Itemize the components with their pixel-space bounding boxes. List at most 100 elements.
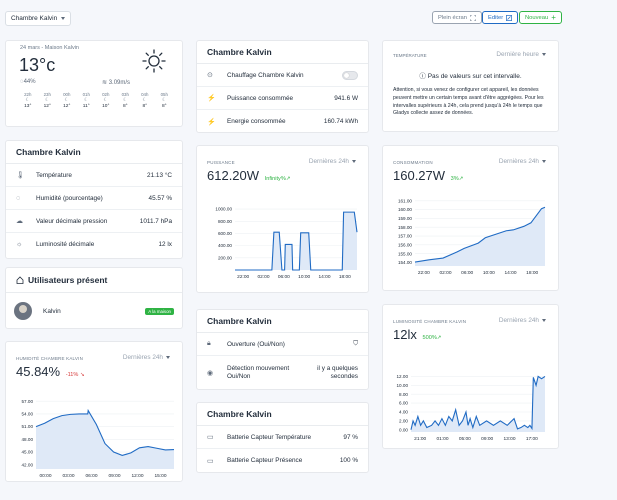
forecast-row: 22h ☾ 13° 23h ☾ 12° 00h ☾ 12° 01h ☾ 11° 02h ☾ 10° 03h ☾ 8… [18,92,174,109]
moon-icon: ☾ [45,97,50,103]
x-tick-label: 09:00 [108,473,120,479]
luminosity-period-select[interactable]: Dernières 24h [499,317,546,324]
fullscreen-button[interactable]: Plein écran [432,11,483,24]
energy-label: Energie consommée [227,118,286,125]
luminosity-chart-subtitle: Luminosité Chambre Kalvin [393,319,467,324]
forecast-temp: 11° [82,104,90,109]
sensor-row: 🌡︎ Température 21.13 °C [6,164,182,187]
trend-up-icon: ↗ [285,176,291,182]
y-tick-label: 159.00 [398,216,412,221]
devices-title: Chambre Kalvin [197,41,368,64]
power-trend: Infinity%↗ [265,176,291,182]
room-select-label: Chambre Kalvin [11,15,58,22]
x-tick-label: 05:00 [459,436,471,442]
y-tick-label: 154.00 [398,260,412,265]
humidity-value: 44% [23,79,36,85]
sensors-card: Chambre Kalvin 🌡︎ Température 21.13 °C ◌ Hum… [5,140,183,259]
power-value-row: 612.20W Infinity%↗ [207,168,291,183]
moon-icon: ☾ [123,97,128,103]
chevron-down-icon [542,319,546,322]
y-tick-label: 156.00 [398,242,412,247]
consumption-chart-subtitle: Consommation [393,160,433,165]
chevron-down-icon [61,17,66,20]
series-line [414,206,546,263]
lock-icon: 🔒︎ [207,340,211,347]
battery-temp-value: 97 % [343,433,358,441]
sensor-value: 12 lx [158,241,173,248]
temperature-period-select[interactable]: Dernière heure [496,51,546,58]
forecast-item: 03h ☾ 8° [116,92,136,109]
power-label: Puissance consommée [227,94,294,102]
trend-down-icon: ↘ [79,372,85,378]
humidity-period-label: Dernières 24h [122,354,163,361]
weather-date: 24 mars - Maison Kalvin [20,45,79,51]
new-button[interactable]: Nouveau + [519,11,562,24]
wind-value: 3.09m/s [108,80,131,86]
battery-presence-label: Batterie Capteur Présence [227,457,303,464]
consumption-trend: 3%↗ [451,176,464,182]
battery-icon: ▭ [207,434,214,441]
power-value: 941.6 W [334,94,358,102]
user-row: Kalvin A la maison [6,293,182,329]
humidity-chart-card: Humidité Chambre Kalvin Dernières 24h 45… [5,341,183,482]
security-title: Chambre Kalvin [197,310,368,333]
series-line [410,375,546,431]
weather-temperature: 13°c [19,55,56,75]
room-select[interactable]: Chambre Kalvin [5,11,72,26]
forecast-temp: 8° [142,104,148,109]
users-title-row: Utilisateurs présent [6,268,182,293]
consumption-value-row: 160.27W 3%↗ [393,168,463,183]
forecast-hour: 04h [141,92,149,97]
y-tick-label: 4.00 [399,410,408,415]
shield-icon: ⛉ [353,340,358,347]
forecast-hour: 01h [82,92,90,97]
series-area [411,376,545,432]
toggle-icon: ⊙ [207,72,213,79]
bolt-icon: ⚡ [207,95,216,102]
forecast-item: 02h ☾ 10° [96,92,116,109]
moon-icon: ☾ [84,97,89,103]
users-title: Utilisateurs présent [28,275,108,285]
y-tick-label: 12.00 [397,374,409,379]
power-period-select[interactable]: Dernières 24h [309,158,356,165]
x-tick-label: 06:00 [278,274,290,280]
luminosity-trend-value: 500% [422,335,437,341]
power-row: ⚡ Puissance consommée 941.6 W [197,87,368,110]
humidity-period-select[interactable]: Dernières 24h [123,354,170,361]
consumption-period-select[interactable]: Dernières 24h [499,158,546,165]
power-chart: 1000.00 800.00 600.00 400.00 200.00 22:00 02:0… [215,207,358,280]
x-tick-label: 14:00 [504,270,516,276]
forecast-temp: 12° [43,104,51,109]
battery-card: Chambre Kalvin ▭ Batterie Capteur Tempér… [196,402,369,473]
sensor-row: ☁ Valeur décimale pression 1011.7 hPa [6,210,182,233]
forecast-item: 22h ☾ 13° [18,92,38,109]
top-bar: Chambre Kalvin Plein écran Editer Nouvea… [0,0,617,36]
humidity-value-row: 45.84% -11% ↘ [16,364,85,379]
x-tick-label: 10:00 [483,270,495,276]
forecast-hour: 03h [121,92,129,97]
luminosity-chart: 12.00 10.00 8.00 6.00 4.00 2.00 0.00 21:00 01:00… [397,374,546,442]
humidity-trend: -11% ↘ [66,372,85,378]
y-tick-label: 8.00 [399,392,408,397]
y-tick-label: 160.00 [398,207,412,212]
y-tick-label: 54.00 [22,412,34,417]
users-card: Utilisateurs présent Kalvin A la maison [5,267,183,329]
bolt-icon: ⚡ [207,118,216,126]
humidity-chart-subtitle: Humidité Chambre Kalvin [16,356,84,361]
heating-toggle[interactable] [342,70,358,80]
y-tick-label: 600.00 [218,231,232,236]
forecast-hour: 02h [102,92,110,97]
sensor-value: 45.57 % [148,194,172,202]
warning-text: Attention, si vous venez de configurer c… [393,87,544,117]
battery-presence-value: 100 % [339,457,358,464]
moon-icon: ☾ [103,97,108,103]
expand-icon [470,14,477,21]
user-name: Kalvin [43,307,61,315]
x-tick-label: 17:00 [526,436,538,442]
y-tick-label: 800.00 [218,219,232,224]
edit-button[interactable]: Editer [482,11,519,24]
humidity-chart-value: 45.84% [16,364,61,379]
forecast-hour: 23h [43,92,51,97]
trend-up-icon: ↗ [436,335,442,341]
droplet-icon: ◌ [20,79,24,85]
